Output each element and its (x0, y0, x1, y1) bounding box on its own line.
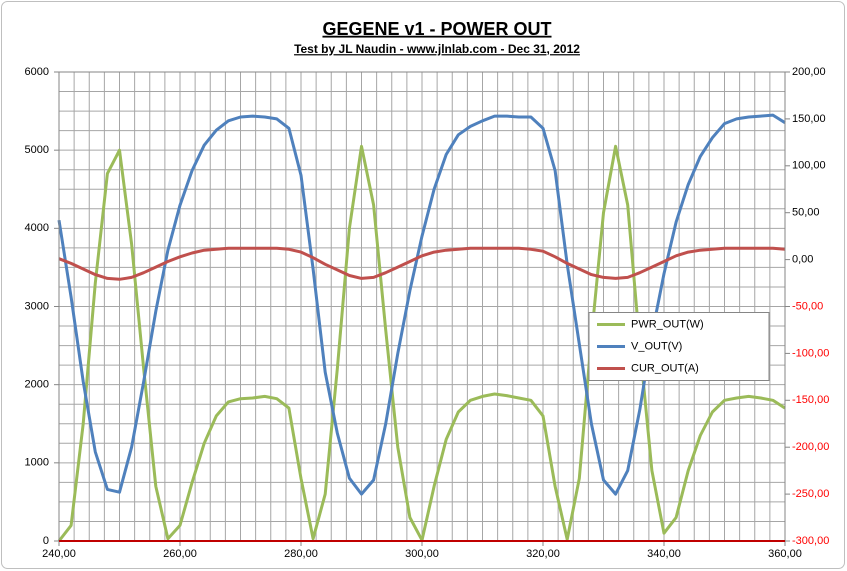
y2-tick-label: -50,00 (792, 300, 823, 312)
y2-tick-label: -150,00 (792, 394, 829, 406)
grid (58, 71, 786, 542)
x-tick-label: 280,00 (284, 548, 318, 560)
x-tick-label: 240,00 (42, 548, 76, 560)
x-tick-label: 360,00 (768, 548, 802, 560)
legend-label: CUR_OUT(A) (631, 362, 699, 374)
y-tick-label: 3000 (25, 300, 49, 312)
legend-label: PWR_OUT(W) (631, 318, 704, 330)
x-tick-label: 320,00 (526, 548, 560, 560)
y-tick-label: 4000 (25, 222, 49, 234)
legend: PWR_OUT(W) V_OUT(V) CUR_OUT(A) (588, 312, 770, 381)
y-tick-label: 0 (43, 535, 49, 547)
y2-tick-label: -200,00 (792, 441, 829, 453)
legend-label: V_OUT(V) (631, 340, 682, 352)
x-tick-label: 260,00 (163, 548, 197, 560)
y2-tick-label: 200,00 (792, 66, 826, 78)
series-line (58, 246, 786, 281)
y2-tick-label: 100,00 (792, 160, 826, 172)
y2-tick-label: 150,00 (792, 113, 826, 125)
x-tick-label: 340,00 (647, 548, 681, 560)
chart-title: GEGENE v1 - POWER OUT (322, 19, 551, 39)
chart-subtitle: Test by JL Naudin - www.jlnlab.com - Dec… (294, 42, 580, 56)
y2-tick-label: -300,00 (792, 535, 829, 547)
y-tick-label: 1000 (25, 457, 49, 469)
y2-tick-label: 50,00 (792, 207, 820, 219)
y2-tick-label: 0,00 (792, 254, 813, 266)
series-line (57, 113, 786, 496)
x-tick-label: 300,00 (405, 548, 439, 560)
y2-tick-label: -250,00 (792, 488, 829, 500)
axes: 0 1000 2000 3000 4000 5000 6000 -300,00 -250,00 -… (25, 66, 830, 560)
y-tick-label: 2000 (25, 379, 49, 391)
y-tick-label: 6000 (25, 66, 49, 78)
y-tick-label: 5000 (25, 144, 49, 156)
y2-tick-label: -100,00 (792, 347, 829, 359)
